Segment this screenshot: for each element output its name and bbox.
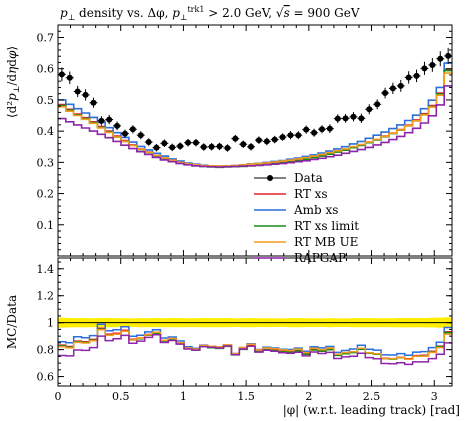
- data-point: [200, 144, 207, 151]
- legend-label-rapgap: RAPGAP: [294, 251, 346, 265]
- data-point: [121, 130, 128, 137]
- chart-title: p⊥ density vs. Δφ, p⊥trk1 > 2.0 GeV, √s …: [60, 5, 360, 22]
- data-point: [389, 85, 396, 92]
- x-tick-label: 2: [305, 390, 312, 403]
- data-point: [358, 115, 365, 122]
- data-point: [271, 136, 278, 143]
- data-point: [66, 74, 73, 81]
- data-point: [263, 138, 270, 145]
- data-point: [192, 139, 199, 146]
- data-point: [185, 139, 192, 146]
- data-point: [287, 132, 294, 139]
- ratio-y-tick-label: 1.4: [37, 263, 55, 276]
- legend-label-rt-mb-ue: RT MB UE: [294, 235, 358, 249]
- x-tick-label: 0: [55, 390, 62, 403]
- data-point: [114, 122, 121, 129]
- data-point: [74, 88, 81, 95]
- y-tick-label: 0.2: [37, 188, 55, 201]
- data-point: [169, 144, 176, 151]
- data-point: [413, 72, 420, 79]
- data-point: [318, 126, 325, 133]
- ratio-y-tick-label: 0.6: [37, 371, 55, 384]
- legend-label-amb-xs: Amb xs: [293, 203, 338, 217]
- labels: p⊥ density vs. Δφ, p⊥trk1 > 2.0 GeV, √s …: [5, 5, 460, 417]
- x-tick-label: 1.5: [237, 390, 255, 403]
- y-tick-label: 0.1: [37, 219, 55, 232]
- data-point: [374, 101, 381, 108]
- main-panel: 0.1 0.2 0.3 0.4 0.5 0.6 0.7: [37, 24, 453, 257]
- data-point: [429, 61, 436, 68]
- data-point: [326, 125, 333, 132]
- data-point: [350, 113, 357, 120]
- y-axis-label-main: ⟨d²p⊥/dηdφ⟩: [5, 46, 21, 118]
- data-point: [437, 55, 444, 62]
- data-point: [397, 82, 404, 89]
- ratio-line-rapgap: [58, 333, 452, 366]
- legend-label-data: Data: [294, 171, 323, 185]
- data-point: [405, 74, 412, 81]
- series-line-rt-mb-ue: [58, 72, 452, 167]
- data-point: [295, 132, 302, 139]
- x-tick-label: 2.5: [363, 390, 381, 403]
- legend-marker-data: [267, 175, 273, 181]
- ratio-y-tick-label: 0.8: [37, 344, 55, 357]
- data-point: [248, 143, 255, 150]
- data-point: [177, 143, 184, 150]
- data-point: [421, 65, 428, 72]
- data-point: [255, 137, 262, 144]
- data-point: [445, 52, 452, 59]
- y-tick-label: 0.4: [37, 125, 55, 138]
- data-point: [161, 140, 168, 147]
- ratio-y-tick-label: 1.2: [37, 290, 55, 303]
- data-point: [137, 132, 144, 139]
- ratio-panel: 0.6 0.8 1 1.2 1.4 0 0.5 1 1.5 2 2.5 3: [37, 257, 453, 403]
- data-point: [82, 91, 89, 98]
- series-line-amb-xs: [58, 62, 452, 167]
- y-tick-label: 0.5: [37, 94, 55, 107]
- data-point: [342, 115, 349, 122]
- data-point: [106, 116, 113, 123]
- ratio-y-tick-label: 1: [47, 317, 54, 330]
- y-tick-label: 0.6: [37, 63, 55, 76]
- data-point: [311, 129, 318, 136]
- data-point: [58, 71, 65, 78]
- y-tick-label: 0.7: [37, 31, 55, 44]
- data-point: [334, 115, 341, 122]
- x-axis-label: |φ| (w.r.t. leading track) [rad]: [283, 403, 460, 417]
- data-point: [232, 135, 239, 142]
- data-point: [216, 143, 223, 150]
- legend-label-rt-xs-limit: RT xs limit: [294, 219, 359, 233]
- y-tick-label: 0.3: [37, 156, 55, 169]
- data-point: [240, 141, 247, 148]
- data-point: [366, 106, 373, 113]
- legend-label-rt-xs: RT xs: [294, 187, 328, 201]
- data-point: [303, 126, 310, 133]
- data-point: [90, 99, 97, 106]
- x-tick-label: 0.5: [112, 390, 130, 403]
- data-point: [208, 143, 215, 150]
- x-tick-label: 1: [180, 390, 187, 403]
- legend: Data RT xs Amb xs RT xs limit RT MB UE RAPGAP: [254, 171, 359, 265]
- main-plot-frame: [57, 24, 453, 257]
- data-point: [382, 90, 389, 97]
- series-line-rapgap: [58, 85, 452, 168]
- y-axis-label-ratio: MC/Data: [5, 295, 19, 349]
- data-point: [224, 144, 231, 151]
- data-point: [145, 139, 152, 146]
- data-point: [279, 134, 286, 141]
- x-tick-label: 3: [431, 390, 438, 403]
- data-point: [129, 126, 136, 133]
- data-point: [98, 117, 105, 124]
- data-point: [153, 144, 160, 151]
